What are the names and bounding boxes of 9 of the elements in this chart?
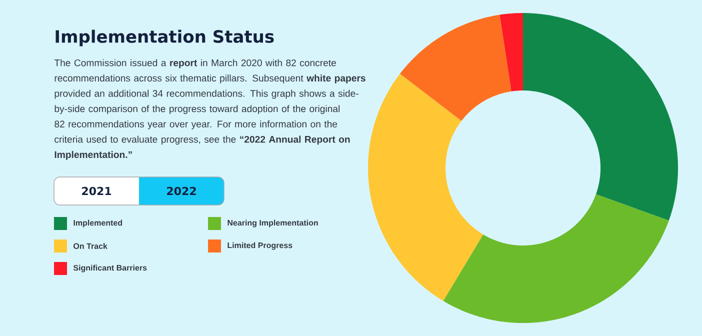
legend-label: Limited Progress: [228, 242, 292, 250]
text: 2021: [82, 186, 112, 196]
legend-label: On Track: [74, 243, 108, 249]
text: The Commission issued a report in March 2020 with 82 concrete recommendations across six thematic pillars. Subsequent white papers provided an additional 34 recommendations. This graph shows a side-by-side comparison of the progress toward adoption of the original 82 recommendations year over year. For more information on the criteria used to evaluate progress, see the “2022 Annual Report on Implementation.”: [54, 59, 366, 160]
text: Implementation Status: [56, 30, 274, 46]
legend-label: Significant Barriers: [73, 264, 147, 272]
legend-label: Implemented: [74, 220, 122, 228]
legend-label: Nearing Implementation: [228, 220, 318, 228]
text: 2022: [167, 186, 196, 196]
